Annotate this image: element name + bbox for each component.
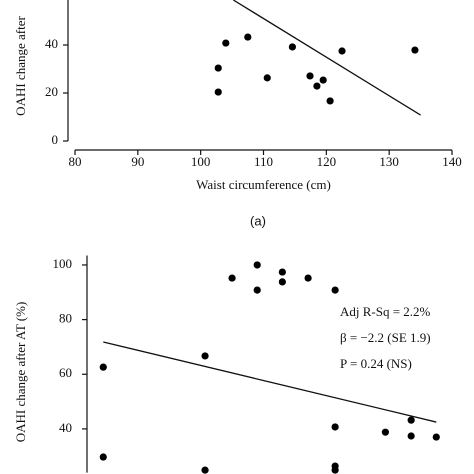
x-tick-label: 100	[191, 154, 211, 169]
x-tick-label: 120	[317, 154, 337, 169]
x-tick-label: 130	[379, 154, 399, 169]
x-axis-label: Waist circumference (cm)	[196, 177, 331, 192]
data-point	[201, 466, 209, 474]
annotation: Adj R-Sq = 2.2%	[340, 304, 431, 319]
data-point	[326, 97, 334, 105]
data-point	[244, 33, 252, 41]
x-tick-label: 80	[69, 154, 82, 169]
data-point	[99, 363, 107, 371]
x-tick-label: 90	[131, 154, 144, 169]
data-point	[331, 466, 339, 474]
y-tick-label: 100	[53, 256, 73, 271]
panel-label: (a)	[250, 213, 266, 228]
data-point	[214, 88, 222, 96]
data-point	[331, 423, 339, 431]
data-point	[411, 46, 419, 54]
data-point	[263, 74, 271, 82]
data-point	[407, 416, 415, 424]
y-tick-label: 40	[45, 36, 58, 51]
x-tick-label: 110	[254, 154, 273, 169]
data-point	[331, 286, 339, 294]
data-point	[319, 76, 327, 84]
fit-line	[103, 341, 437, 423]
data-point	[338, 47, 346, 55]
data-point	[222, 39, 230, 47]
data-point	[304, 274, 312, 282]
y-axis-label: OAHI change after	[13, 16, 28, 116]
data-point	[288, 43, 297, 51]
data-point	[432, 433, 440, 441]
x-tick-label: 140	[442, 154, 462, 169]
y-tick-label: 60	[59, 365, 72, 380]
data-point	[253, 261, 261, 269]
y-tick-label: 80	[59, 311, 72, 326]
y-tick-label: 40	[59, 420, 72, 435]
data-point	[253, 286, 261, 294]
y-tick-label: 20	[45, 84, 58, 99]
data-point	[278, 268, 286, 276]
data-point	[278, 278, 286, 286]
fit-line	[232, 0, 421, 116]
annotation: β = −2.2 (SE 1.9)	[340, 330, 431, 345]
y-axis-label: OAHI change after AT (%)	[13, 302, 28, 443]
data-point	[313, 82, 321, 90]
data-point	[214, 64, 222, 72]
data-point	[306, 72, 314, 80]
data-point	[201, 352, 209, 360]
chart-panel: 0 20 40 80 90 100 110 120 130 140 Waist circumfere…	[13, 0, 462, 228]
data-point	[99, 453, 107, 461]
data-point	[228, 274, 236, 282]
data-point	[381, 428, 389, 436]
data-point	[407, 432, 415, 440]
annotation: P = 0.24 (NS)	[340, 356, 412, 371]
y-tick-label: 0	[52, 132, 59, 147]
chart-panel: 40 60 80 100 OAHI change after AT (%) Adj R-S…	[13, 255, 440, 474]
